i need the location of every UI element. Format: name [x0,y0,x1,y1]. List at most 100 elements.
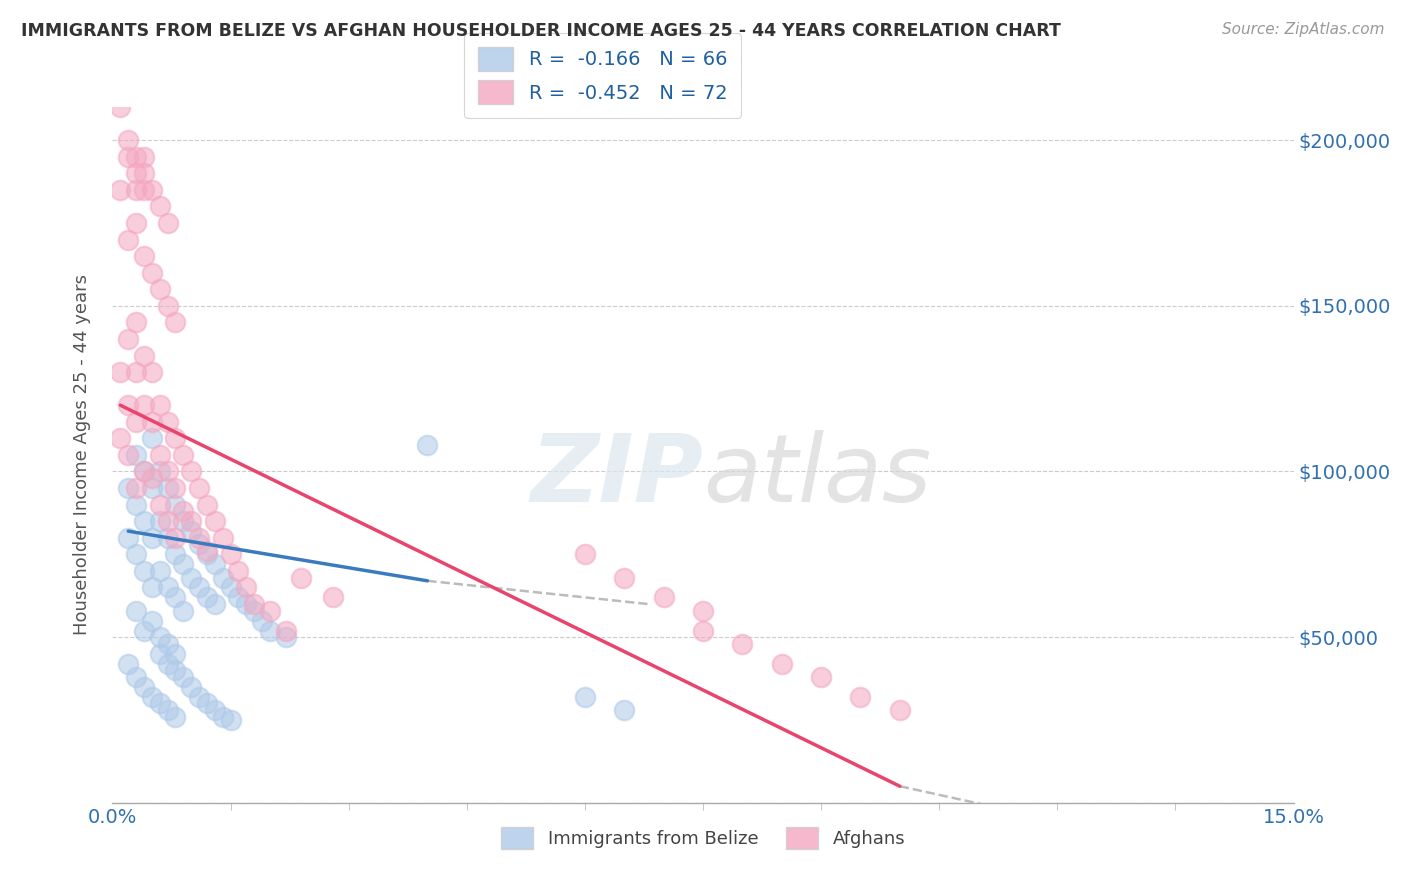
Point [156,581,179,595]
Point [172,504,194,518]
Point [149,564,172,578]
Point [149,697,172,711]
Point [110,365,132,379]
Point [180,570,202,584]
Text: ZIP: ZIP [530,430,703,522]
Point [125,670,148,684]
Point [141,531,163,545]
Point [172,670,194,684]
Point [141,614,163,628]
Point [204,597,226,611]
Point [165,647,187,661]
Point [172,604,194,618]
Point [165,315,187,329]
Point [195,498,218,512]
Point [141,431,163,445]
Legend: Immigrants from Belize, Afghans: Immigrants from Belize, Afghans [494,820,912,856]
Point [149,448,172,462]
Point [188,531,211,545]
Point [172,448,194,462]
Point [132,249,155,263]
Point [125,415,148,429]
Point [195,544,218,558]
Point [274,630,297,644]
Point [141,183,163,197]
Point [235,597,257,611]
Point [188,581,211,595]
Point [810,670,832,684]
Point [117,657,139,671]
Point [849,690,872,704]
Point [132,183,155,197]
Y-axis label: Householder Income Ages 25 - 44 years: Householder Income Ages 25 - 44 years [73,275,91,635]
Point [110,431,132,445]
Point [165,481,187,495]
Point [613,703,636,717]
Point [132,166,155,180]
Point [243,604,266,618]
Text: atlas: atlas [703,430,931,521]
Point [228,564,250,578]
Point [274,624,297,638]
Point [165,498,187,512]
Point [156,216,179,230]
Point [125,150,148,164]
Point [125,183,148,197]
Point [125,481,148,495]
Point [149,514,172,528]
Point [156,657,179,671]
Point [149,199,172,213]
Text: IMMIGRANTS FROM BELIZE VS AFGHAN HOUSEHOLDER INCOME AGES 25 - 44 YEARS CORRELATI: IMMIGRANTS FROM BELIZE VS AFGHAN HOUSEHO… [21,22,1062,40]
Point [188,481,211,495]
Point [211,709,233,723]
Point [322,591,344,605]
Point [117,332,139,346]
Point [125,365,148,379]
Point [156,531,179,545]
Point [149,498,172,512]
Point [125,315,148,329]
Point [132,465,155,479]
Point [574,547,596,561]
Point [188,690,211,704]
Point [219,547,242,561]
Point [180,514,202,528]
Point [117,481,139,495]
Point [259,604,281,618]
Point [117,531,139,545]
Point [125,498,148,512]
Point [156,637,179,651]
Point [125,604,148,618]
Point [243,597,266,611]
Point [652,591,675,605]
Point [235,581,257,595]
Point [731,637,754,651]
Point [117,133,139,147]
Point [250,614,273,628]
Point [172,558,194,572]
Point [692,604,714,618]
Point [156,514,179,528]
Point [149,630,172,644]
Point [110,100,132,114]
Point [149,647,172,661]
Point [204,558,226,572]
Point [141,471,163,485]
Point [110,183,132,197]
Point [228,591,250,605]
Text: Source: ZipAtlas.com: Source: ZipAtlas.com [1222,22,1385,37]
Point [132,349,155,363]
Point [149,282,172,296]
Point [117,398,139,412]
Point [117,233,139,247]
Point [156,299,179,313]
Point [219,581,242,595]
Point [188,537,211,551]
Point [195,697,218,711]
Point [165,547,187,561]
Point [132,514,155,528]
Point [149,398,172,412]
Point [141,415,163,429]
Point [132,624,155,638]
Point [204,514,226,528]
